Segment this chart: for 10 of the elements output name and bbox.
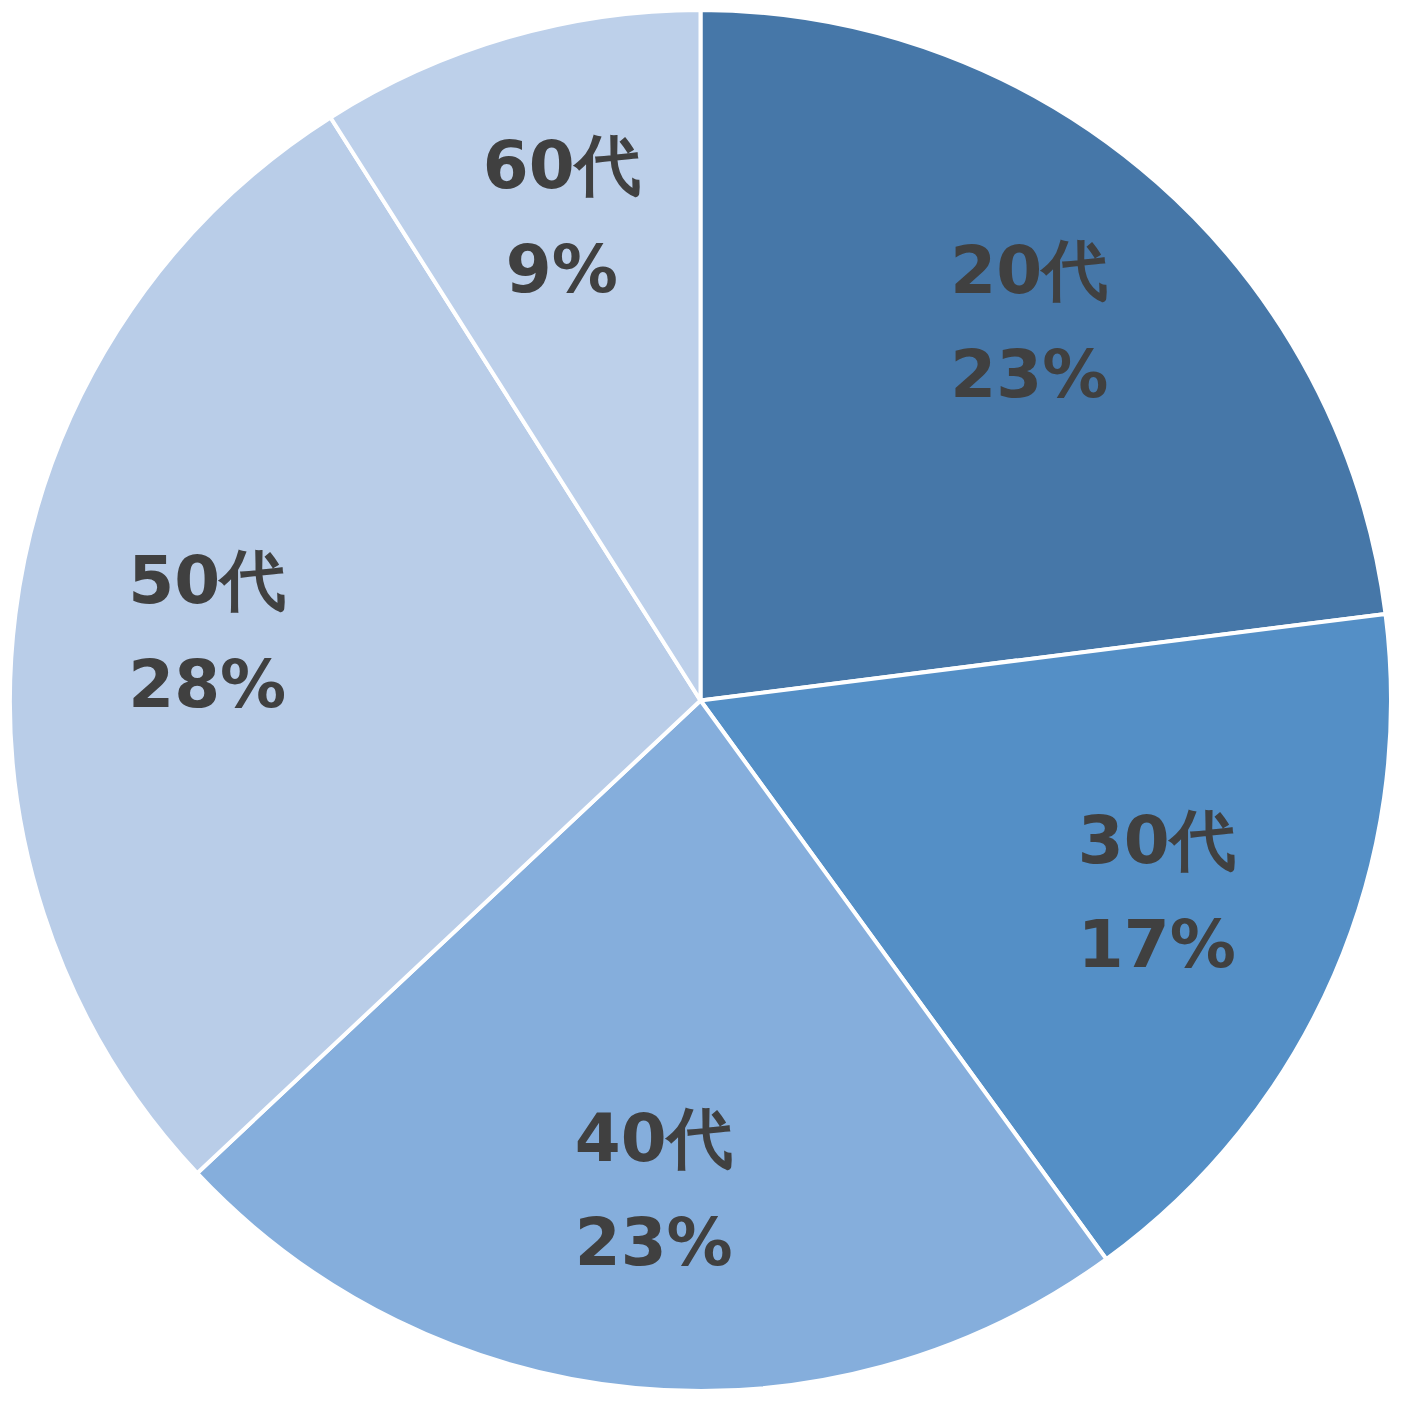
data-label: 28% <box>128 646 287 724</box>
slice-label: 20代 <box>950 231 1109 309</box>
data-label: 23% <box>950 335 1109 413</box>
data-label: 23% <box>574 1203 733 1281</box>
data-label: 17% <box>1077 906 1236 984</box>
slice-label: 40代 <box>574 1099 733 1177</box>
slice-label: 50代 <box>128 542 287 620</box>
slice-label: 30代 <box>1077 802 1236 880</box>
data-label: 9% <box>505 231 618 309</box>
slice-label: 60代 <box>482 127 641 205</box>
